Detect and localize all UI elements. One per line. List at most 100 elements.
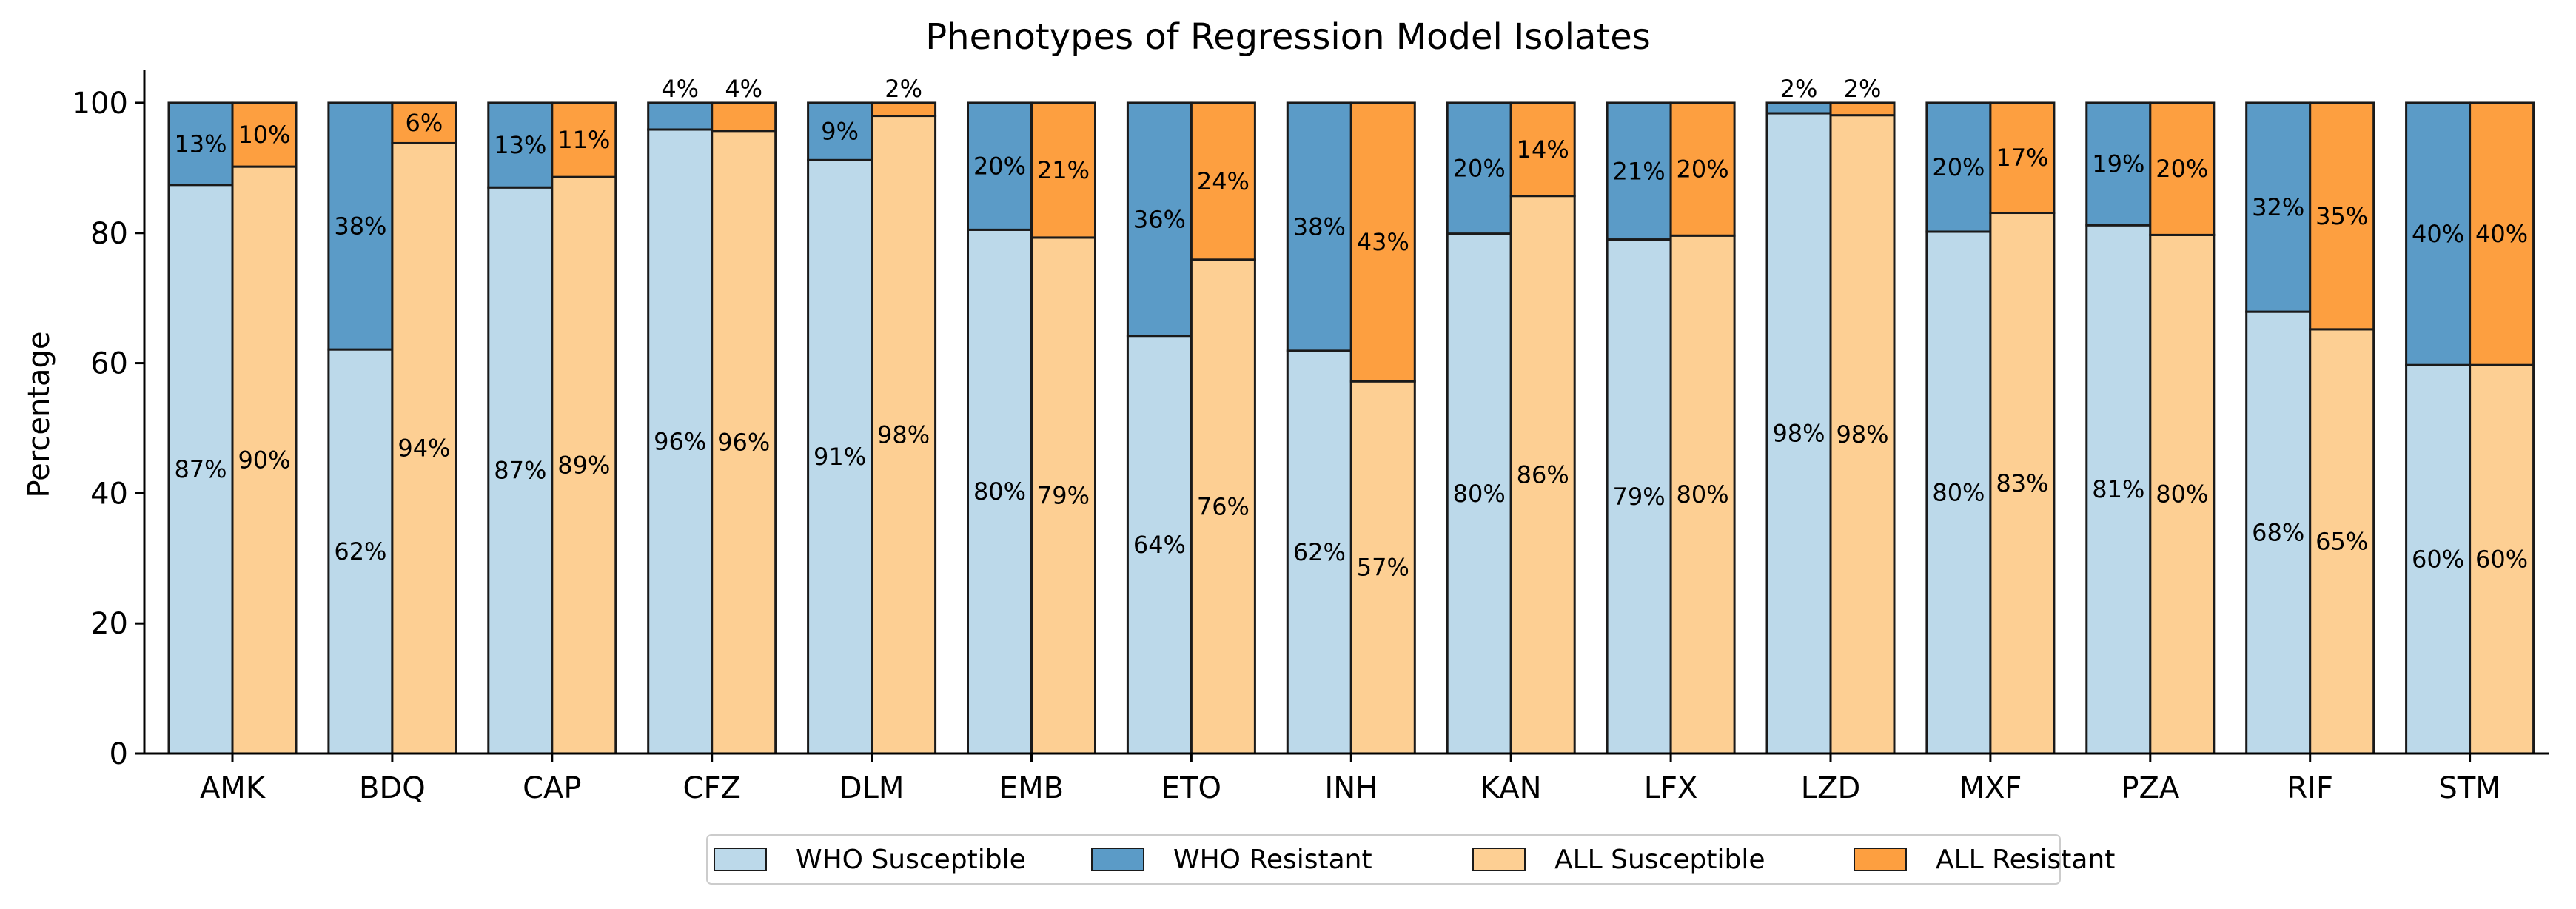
data-label-all-susceptible-dlm: 98%	[877, 420, 930, 449]
y-tick-label-100: 100	[72, 87, 128, 121]
x-tick-label-lfx: LFX	[1644, 771, 1698, 805]
data-label-all-resistant-rif: 35%	[2315, 202, 2368, 230]
data-label-who-resistant-amk: 13%	[174, 130, 227, 158]
bar-all-susceptible-inh	[1349, 380, 1416, 755]
data-label-all-susceptible-inh: 57%	[1357, 554, 1409, 582]
data-label-all-susceptible-lfx: 80%	[1677, 480, 1729, 509]
data-label-who-resistant-emb: 20%	[973, 152, 1026, 181]
bar-who-resistant-lfx	[1606, 101, 1672, 241]
data-label-all-susceptible-emb: 79%	[1037, 481, 1090, 509]
data-label-who-resistant-kan: 20%	[1453, 154, 1506, 182]
bar-all-resistant-inh	[1349, 101, 1416, 383]
data-label-who-resistant-inh: 38%	[1293, 212, 1346, 241]
data-label-all-resistant-eto: 24%	[1197, 167, 1250, 195]
y-tick-label-20: 20	[90, 607, 128, 641]
data-label-who-susceptible-eto: 64%	[1133, 531, 1186, 559]
data-label-all-resistant-bdq: 6%	[406, 109, 443, 137]
x-tick-label-stm: STM	[2438, 771, 2500, 805]
legend-label-who-resistant: WHO Resistant	[1173, 845, 1372, 875]
data-label-who-resistant-rif: 32%	[2252, 193, 2304, 221]
data-label-who-susceptible-lfx: 79%	[1613, 483, 1666, 511]
x-tick-label-inh: INH	[1324, 771, 1378, 805]
bar-who-resistant-amk	[167, 101, 234, 187]
bar-who-resistant-pza	[2085, 101, 2152, 227]
data-label-all-resistant-lzd: 2%	[1844, 75, 1882, 103]
x-tick-label-rif: RIF	[2287, 771, 2333, 805]
bar-who-resistant-inh	[1286, 101, 1352, 352]
bar-all-susceptible-rif	[2309, 328, 2375, 755]
data-label-all-susceptible-cfz: 96%	[717, 428, 770, 456]
data-label-all-resistant-cfz: 4%	[725, 75, 762, 103]
bar-all-resistant-cap	[551, 101, 617, 178]
data-label-all-susceptible-mxf: 83%	[1996, 469, 2048, 497]
data-label-who-susceptible-rif: 68%	[2252, 519, 2304, 547]
bar-all-susceptible-mxf	[1989, 212, 2056, 755]
x-tick-label-cfz: CFZ	[683, 771, 741, 805]
data-label-who-susceptible-kan: 80%	[1453, 480, 1506, 508]
data-label-all-resistant-emb: 21%	[1037, 156, 1090, 184]
bar-who-resistant-bdq	[327, 101, 394, 351]
bar-who-susceptible-rif	[2245, 310, 2312, 755]
legend-swatch-who-susceptible	[714, 848, 767, 871]
bar-all-susceptible-emb	[1030, 236, 1096, 755]
legend-swatch-who-resistant	[1091, 848, 1144, 871]
data-label-who-resistant-pza: 19%	[2092, 150, 2144, 178]
data-label-who-susceptible-dlm: 91%	[814, 443, 866, 471]
bar-who-susceptible-amk	[167, 184, 234, 755]
data-label-who-resistant-stm: 40%	[2412, 220, 2464, 248]
data-label-all-susceptible-amk: 90%	[238, 446, 290, 474]
axes-layer: AMK BDQ CAP CFZ DLM EMB ETO INH KAN LFX LZD MXF PZA R…	[72, 70, 2549, 805]
data-label-who-susceptible-amk: 87%	[174, 455, 227, 483]
bar-all-resistant-mxf	[1989, 101, 2056, 215]
bar-all-resistant-kan	[1509, 101, 1576, 198]
data-label-who-susceptible-bdq: 62%	[334, 537, 386, 566]
data-labels-layer: 87% 13% 90% 10% 62% 38% 94% 6% 87% 13% 89% 11% 96% 4%…	[174, 75, 2528, 582]
data-label-all-resistant-kan: 14%	[1517, 135, 1569, 164]
y-axis-label: Percentage	[22, 331, 56, 497]
chart-title: Phenotypes of Regression Model Isolates	[925, 16, 1651, 58]
data-label-who-resistant-bdq: 38%	[334, 212, 386, 241]
legend-frame	[706, 834, 2061, 885]
data-label-who-resistant-eto: 36%	[1133, 205, 1186, 233]
x-tick-label-emb: EMB	[999, 771, 1064, 805]
bar-all-resistant-amk	[231, 101, 298, 168]
y-tick-label-60: 60	[90, 347, 128, 381]
x-tick-label-cap: CAP	[523, 771, 581, 805]
data-label-all-susceptible-pza: 80%	[2156, 480, 2208, 509]
x-tick-label-amk: AMK	[200, 771, 266, 805]
data-label-all-resistant-pza: 20%	[2156, 155, 2208, 183]
bar-who-resistant-kan	[1446, 101, 1512, 235]
data-label-who-resistant-lzd: 2%	[1780, 75, 1818, 103]
bar-all-susceptible-dlm	[871, 115, 937, 755]
data-label-all-susceptible-lzd: 98%	[1836, 420, 1888, 449]
data-label-who-resistant-lfx: 21%	[1613, 157, 1666, 185]
x-tick-label-mxf: MXF	[1959, 771, 2022, 805]
data-label-who-resistant-cap: 13%	[494, 131, 546, 159]
bar-all-resistant-bdq	[391, 101, 457, 144]
data-label-who-susceptible-cfz: 96%	[654, 427, 706, 455]
bar-all-resistant-lfx	[1669, 101, 1736, 237]
data-label-all-susceptible-eto: 76%	[1197, 492, 1250, 520]
data-label-all-susceptible-bdq: 94%	[398, 435, 450, 463]
data-label-who-susceptible-emb: 80%	[973, 477, 1026, 506]
bars-layer	[167, 101, 2535, 755]
data-label-who-resistant-cfz: 4%	[661, 75, 699, 103]
data-label-all-resistant-lfx: 20%	[1677, 155, 1729, 184]
data-label-who-susceptible-mxf: 80%	[1932, 479, 1985, 507]
data-label-all-resistant-amk: 10%	[238, 121, 290, 149]
bar-all-resistant-rif	[2309, 101, 2375, 331]
bar-all-resistant-cfz	[711, 101, 777, 133]
bar-all-resistant-lzd	[1829, 101, 1896, 117]
data-label-all-resistant-mxf: 17%	[1996, 144, 2048, 172]
bar-all-resistant-emb	[1030, 101, 1096, 239]
data-label-who-susceptible-inh: 62%	[1293, 538, 1346, 566]
data-label-all-resistant-cap: 11%	[557, 126, 610, 154]
bar-all-susceptible-eto	[1190, 258, 1256, 755]
bar-who-resistant-eto	[1126, 101, 1193, 338]
data-label-all-susceptible-kan: 86%	[1517, 460, 1569, 489]
bar-who-susceptible-emb	[967, 228, 1033, 755]
bar-all-susceptible-stm	[2469, 363, 2535, 755]
legend-label-who-susceptible: WHO Susceptible	[796, 845, 1026, 875]
